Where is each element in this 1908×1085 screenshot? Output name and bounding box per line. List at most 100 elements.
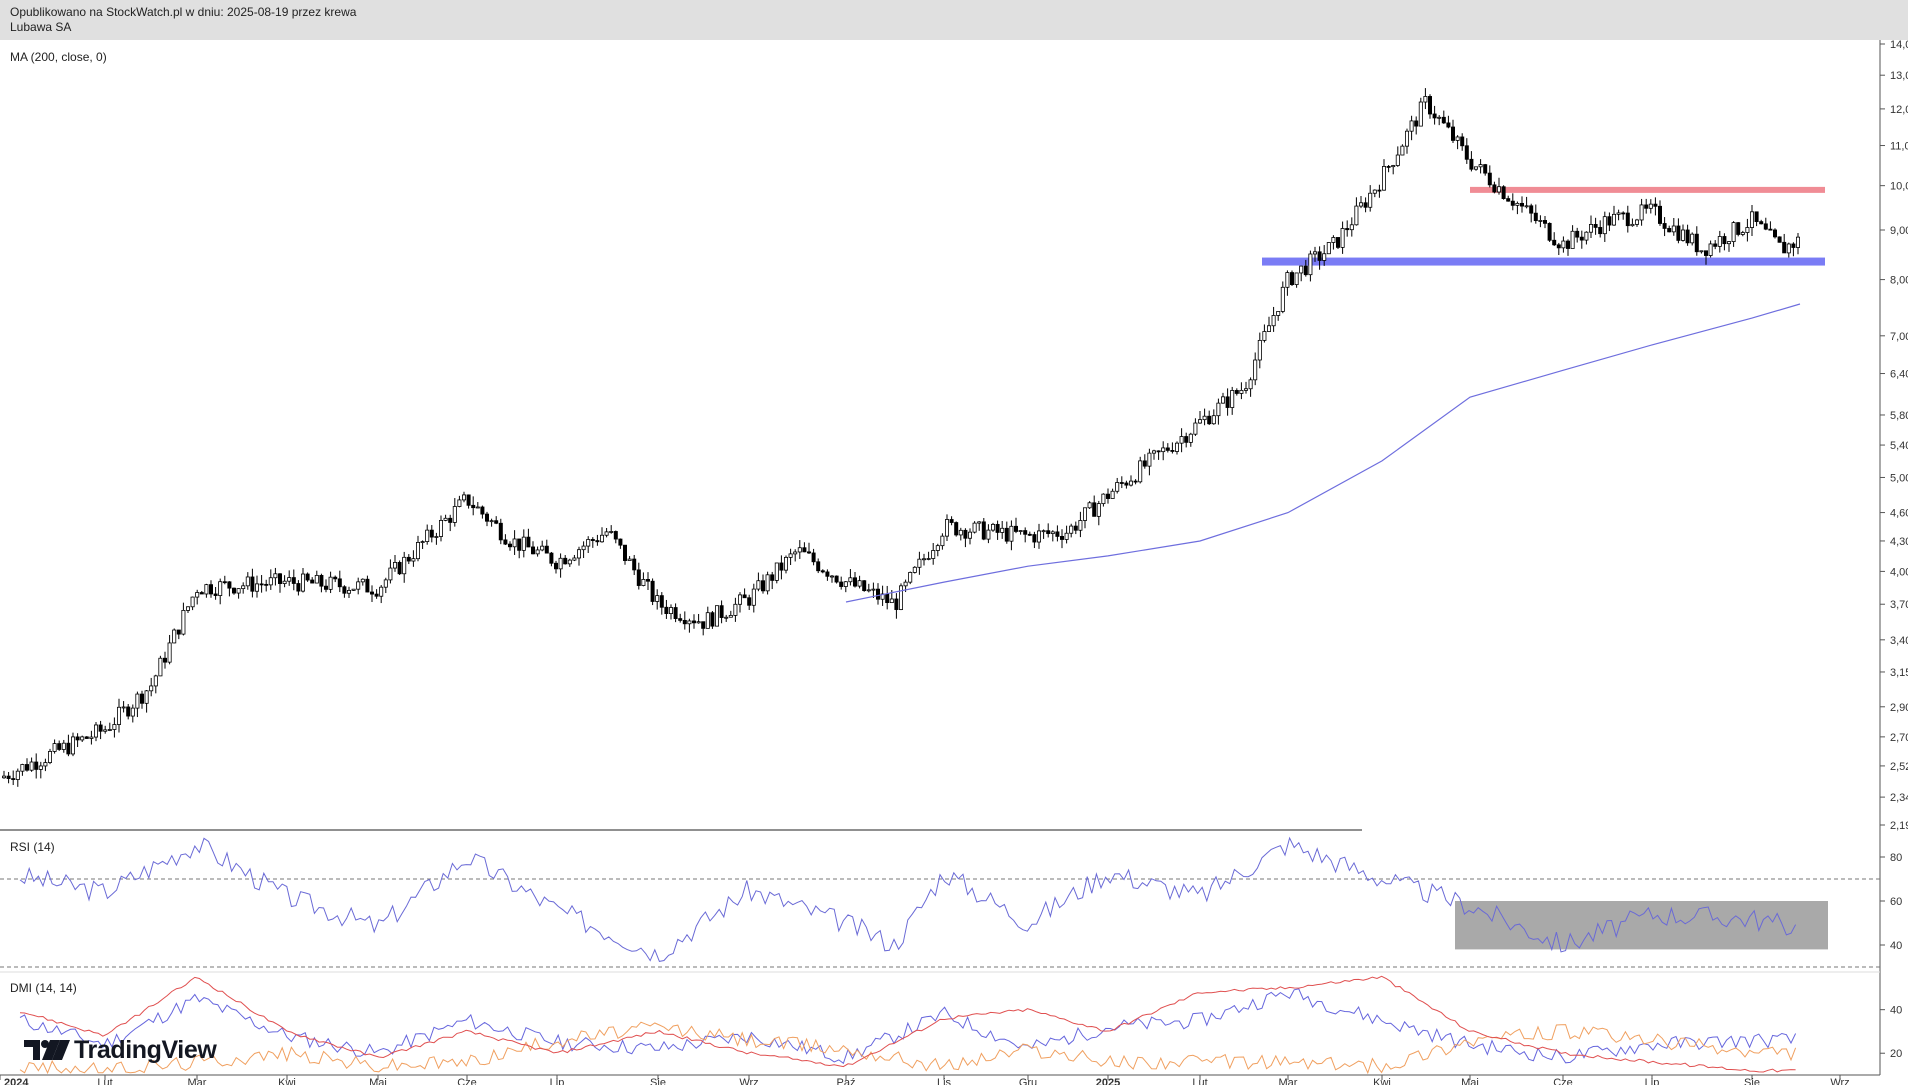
- candle-down: [885, 593, 890, 604]
- candle-down: [1510, 200, 1515, 206]
- candle-down: [498, 522, 503, 541]
- candle-down: [719, 605, 724, 618]
- candle-up: [715, 605, 720, 627]
- candle-down: [1492, 184, 1497, 193]
- candle-down: [1303, 265, 1308, 276]
- candle-down: [1014, 525, 1019, 532]
- candle-down: [636, 569, 641, 586]
- candle-down: [1464, 145, 1469, 160]
- price-tick-label: 3,70: [1890, 599, 1908, 611]
- candle-up: [1244, 388, 1249, 391]
- candle-down: [126, 706, 131, 717]
- price-levels: [1262, 186, 1825, 266]
- candle-up: [356, 581, 361, 590]
- time-tick-label: Lip: [1645, 1077, 1660, 1085]
- candle-down: [761, 580, 766, 592]
- candle-up: [1648, 203, 1653, 209]
- candle-up: [1708, 243, 1713, 256]
- candle-up: [1018, 530, 1023, 532]
- candle-up: [1671, 225, 1676, 233]
- candle-down: [1092, 502, 1097, 517]
- candle-up: [71, 736, 76, 755]
- time-axis: 2024 Lut Mar Kwi Maj Cze Lip Sie Wrz Paź Lis Gru 202…: [0, 1075, 1850, 1085]
- candle-down: [531, 546, 536, 555]
- candle-up: [1349, 224, 1354, 231]
- candle-down: [1414, 120, 1419, 127]
- candle-up: [1538, 220, 1543, 222]
- candle-up: [287, 577, 292, 582]
- candle-up: [972, 522, 977, 533]
- candle-down: [1713, 243, 1718, 247]
- candle-down: [1662, 223, 1667, 229]
- candle-up: [282, 580, 287, 584]
- candle-up: [1400, 145, 1405, 156]
- resistance-level: [1470, 186, 1825, 193]
- candle-down: [406, 556, 411, 562]
- candle-down: [1119, 482, 1124, 484]
- candle-up: [328, 576, 333, 590]
- chart-header: Opublikowano na StockWatch.pl w dniu: 20…: [0, 0, 1908, 40]
- candle-up: [1786, 243, 1791, 254]
- candle-up: [1497, 186, 1502, 193]
- ma200-line: [845, 303, 1801, 603]
- dmi-series-adx: [19, 975, 1796, 1073]
- candle-up: [793, 551, 798, 555]
- candle-up: [1405, 130, 1410, 147]
- candle-up: [1354, 205, 1359, 226]
- candle-down: [664, 606, 669, 614]
- time-tick-label: Cze: [1553, 1077, 1573, 1085]
- rsi-tick-label: 60: [1890, 896, 1902, 908]
- price-tick-label: 2,90: [1890, 702, 1908, 714]
- candle-down: [1607, 216, 1612, 226]
- price-tick-label: 2,19: [1890, 820, 1908, 832]
- candle-down: [471, 504, 476, 509]
- candle-up: [135, 693, 140, 709]
- candle-down: [1575, 230, 1580, 238]
- candle-up: [1616, 212, 1621, 215]
- candle-up: [1188, 433, 1193, 443]
- candle-up: [1612, 213, 1617, 226]
- price-tick-label: 14,00: [1890, 39, 1908, 51]
- candle-up: [1750, 211, 1755, 228]
- price-tick-label: 5,00: [1890, 472, 1908, 484]
- candle-down: [507, 543, 512, 548]
- candle-down: [1759, 221, 1764, 225]
- candle-up: [411, 558, 416, 562]
- candle-down: [176, 629, 181, 635]
- candle-up: [669, 607, 674, 614]
- candle-down: [682, 619, 687, 625]
- candle-down: [1469, 158, 1474, 170]
- candle-up: [540, 545, 545, 551]
- price-tick-label: 5,80: [1890, 410, 1908, 422]
- candle-down: [250, 576, 255, 592]
- price-tick-label: 11,00: [1890, 141, 1908, 153]
- candle-up: [300, 573, 305, 592]
- candle-up: [1478, 164, 1483, 168]
- time-tick-label: Gru: [1019, 1077, 1037, 1085]
- candle-down: [1170, 450, 1175, 452]
- candle-down: [66, 742, 71, 755]
- candle-down: [1777, 236, 1782, 243]
- candle-up: [738, 594, 743, 605]
- candle-up: [1740, 232, 1745, 235]
- dmi-series-minusdi: [19, 1021, 1797, 1075]
- candle-down: [480, 506, 485, 515]
- candle-up: [1359, 202, 1364, 207]
- candle-down: [1023, 530, 1028, 535]
- candle-up: [1050, 531, 1055, 534]
- candle-up: [848, 577, 853, 583]
- candle-up: [756, 580, 761, 590]
- candle-up: [218, 581, 223, 596]
- candle-up: [1230, 390, 1235, 408]
- candle-up: [1078, 520, 1083, 531]
- candle-down: [1363, 202, 1368, 208]
- candle-down: [1667, 228, 1672, 233]
- candle-down: [779, 562, 784, 571]
- price-tick-label: 12,00: [1890, 104, 1908, 116]
- candle-down: [1046, 530, 1051, 534]
- candle-up: [1372, 189, 1377, 194]
- candle-up: [908, 572, 913, 583]
- candle-up: [1727, 241, 1732, 245]
- candle-up: [1041, 530, 1046, 533]
